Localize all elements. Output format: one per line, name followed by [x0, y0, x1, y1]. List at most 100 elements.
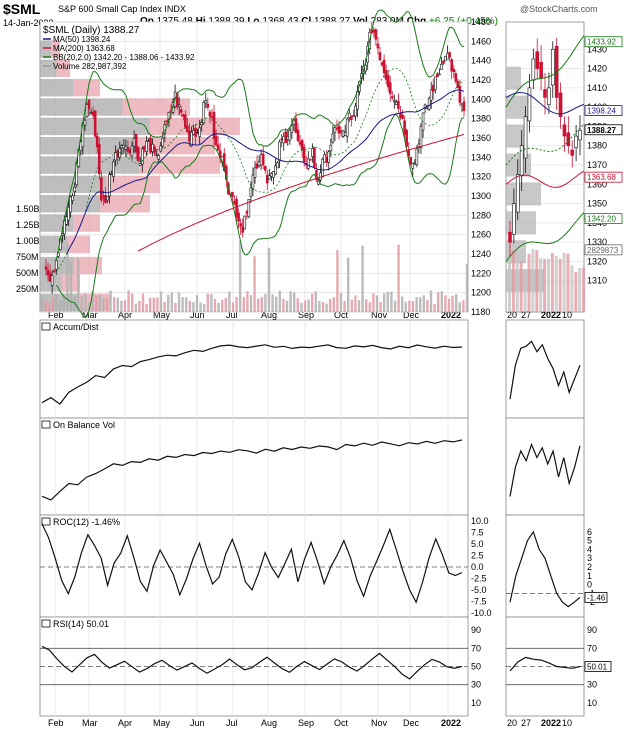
volume-tick-label: 1.00B — [16, 236, 40, 246]
candle-body — [450, 59, 454, 72]
volume-bar — [206, 293, 209, 312]
volume-bar — [195, 295, 199, 312]
volume-tick-label: 1.25B — [16, 220, 40, 230]
volume-bar — [95, 295, 98, 312]
volume-bar — [415, 297, 418, 312]
low-value: 1368.43 — [262, 16, 299, 27]
candle-body — [462, 101, 466, 111]
candle-body — [95, 135, 99, 148]
zoom-bollinger-upper — [505, 35, 585, 108]
zoom-volume-by-price-bar — [506, 66, 521, 90]
roc-y-tick-label: -5.0 — [471, 585, 487, 595]
candle-body — [210, 116, 214, 118]
zoom-x-tick-label: 10 — [562, 310, 572, 320]
bollinger-middle-line — [55, 67, 465, 273]
candle-body — [206, 103, 210, 108]
candle-body — [343, 132, 347, 136]
volume-bar — [271, 294, 274, 312]
zoom-roc-tick-label: 2 — [587, 562, 592, 572]
candle-body — [401, 114, 404, 119]
zoom-y-tick-label: 1310 — [587, 276, 607, 286]
volume-bar — [116, 297, 119, 312]
ma50-line — [66, 89, 465, 255]
zoom-candle-body — [508, 231, 512, 243]
candle-body — [296, 129, 300, 142]
candle-body — [288, 129, 292, 141]
candle-body — [186, 125, 189, 133]
x-tick-label: Jul — [226, 310, 238, 320]
candle-body — [128, 149, 132, 154]
high-label: Hi — [195, 16, 206, 27]
candle-body — [104, 194, 107, 203]
candle-body — [120, 145, 124, 149]
roc-y-tick-label: 7.5 — [471, 528, 484, 538]
volume-bar — [318, 300, 321, 312]
zoom-volume-bar — [570, 265, 574, 312]
candle-body — [380, 62, 384, 66]
zoom-volume-by-price-bar — [506, 182, 541, 206]
candle-body — [89, 112, 93, 114]
panel-frame-3-1 — [505, 514, 585, 618]
candle-body — [268, 175, 271, 180]
volume-bar — [188, 300, 191, 312]
volume-bar — [80, 296, 83, 312]
zoom-y-tick-label: 1360 — [587, 179, 607, 189]
zoom-candle-body — [535, 51, 540, 69]
price-y-tick-label: 1260 — [471, 230, 491, 240]
rsi-value-tag-label: 50.01 — [587, 662, 608, 671]
volume-bar — [55, 294, 58, 312]
zoom-y-tick-label: 1410 — [587, 83, 607, 93]
volume-bar — [199, 302, 202, 312]
price-y-tick-label: 1400 — [471, 94, 491, 104]
volume-bar — [152, 297, 155, 312]
volume-bar — [257, 298, 260, 312]
candle-body — [329, 144, 333, 152]
volume-bar — [300, 302, 303, 312]
candle-body — [384, 70, 388, 80]
candle-body — [431, 84, 435, 92]
price-tag-label: 1342.20 — [587, 215, 616, 224]
candle-body — [300, 140, 304, 150]
legend-box — [41, 322, 51, 331]
volume-bar — [141, 293, 145, 312]
candle-body — [177, 104, 181, 108]
volume-by-price-bar — [40, 156, 139, 174]
candle-body — [265, 174, 269, 184]
zoom-volume-bar — [539, 258, 543, 312]
roc-y-tick-label: -10.0 — [471, 608, 492, 618]
zoom-candle-body — [547, 87, 551, 105]
volume-bar — [174, 302, 177, 312]
rsi-line — [41, 645, 463, 680]
price-tag-label: 1398.24 — [587, 107, 616, 116]
candle-body — [438, 73, 441, 76]
volume-bar — [73, 296, 76, 312]
volume-bar — [84, 293, 87, 312]
price-tag-label: 1433.92 — [587, 38, 616, 47]
price-legend-entry: MA(50) 1398.24 — [53, 35, 111, 44]
volume-bar — [203, 303, 206, 312]
volume-by-price-bar — [74, 256, 102, 275]
candle-body — [48, 272, 52, 282]
candle-body — [302, 146, 306, 163]
candle-body — [241, 226, 245, 233]
zoom-x-tick-label: 2022 — [541, 310, 561, 320]
candle-body — [145, 141, 148, 152]
zoom-volume-bar — [562, 252, 566, 312]
volume-bar — [336, 250, 339, 312]
zoom-roc-tick-label: 3 — [587, 553, 592, 563]
candle-body — [253, 167, 257, 178]
price-y-tick-label: 1180 — [471, 307, 490, 317]
panel-frame-3-0 — [39, 514, 469, 618]
price-y-tick-label: 1440 — [471, 56, 491, 66]
roc-y-tick-label: 0.0 — [471, 562, 484, 572]
candle-body — [46, 270, 50, 276]
volume-bar — [210, 293, 213, 312]
candle-body — [222, 153, 226, 171]
volume-bar — [278, 290, 281, 312]
volume-by-price-bar — [139, 156, 220, 174]
volume-bar — [260, 296, 263, 312]
roc-line — [41, 523, 463, 604]
zoom-candle-body — [566, 132, 571, 147]
zoom-x-tick-label: 27 — [521, 310, 531, 320]
zoom-volume-bar — [578, 267, 582, 312]
